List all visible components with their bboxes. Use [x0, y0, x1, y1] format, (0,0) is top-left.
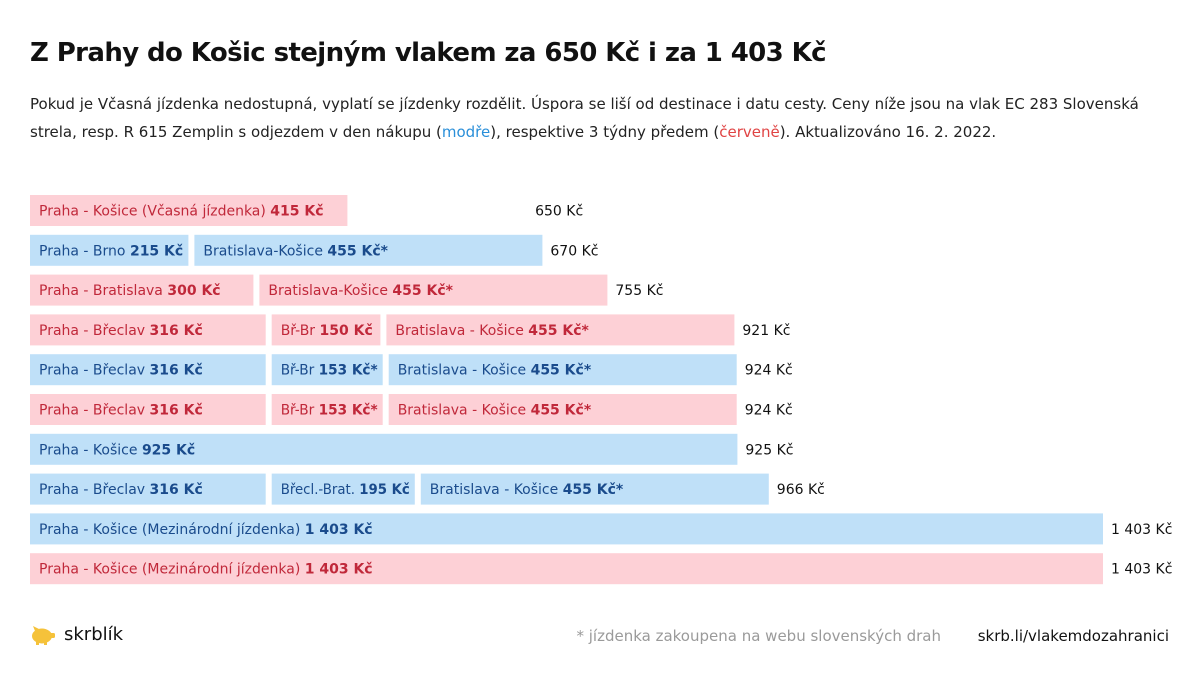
bar-total-label: 670 Kč	[550, 243, 598, 259]
subtitle-text-1: Pokud je Včasná jízdenka nedostupná, vyp…	[30, 95, 1139, 141]
bar-segment	[194, 234, 543, 266]
chart-title: Z Prahy do Košic stejným vlakem za 650 K…	[30, 38, 827, 68]
bar-segment-label: Praha - Břeclav 316 Kč	[39, 363, 203, 379]
bar-segment-label: Praha - Košice (Včasná jízdenka) 415 Kč	[39, 204, 324, 220]
bar-segment	[259, 274, 608, 306]
bar-segment	[271, 354, 383, 386]
bar-segment	[386, 314, 735, 346]
bar-segment	[420, 473, 769, 505]
bar-total-label: 924 Kč	[745, 403, 793, 419]
bar-segment	[30, 473, 266, 505]
bar-total-label: 755 Kč	[615, 283, 663, 299]
bar-segment-label: Praha - Košice (Mezinárodní jízdenka) 1 …	[39, 562, 373, 578]
brand-name: skrblík	[64, 624, 124, 645]
subtitle-text-2: ), respektive 3 týdny předem (	[490, 123, 720, 141]
bar-segment-label: Břecl.-Brat. 195 Kč	[281, 482, 410, 498]
bar-total-label: 921 Kč	[742, 323, 790, 339]
bar-segment-label: Bř-Br 150 Kč	[281, 323, 373, 339]
price-bar-chart: Praha - Košice (Včasná jízdenka) 415 Kč 6…	[30, 195, 1172, 585]
bar-total-label: 966 Kč	[777, 482, 825, 498]
bar-segment-label: Praha - Břeclav 316 Kč	[39, 482, 203, 498]
bar-segment-label: Praha - Košice 925 Kč	[39, 442, 195, 458]
bar-segment-label: Bratislava - Košice 455 Kč*	[398, 363, 592, 379]
piggy-bank-icon	[32, 625, 55, 645]
bar-segment	[271, 314, 381, 346]
bar-segment	[30, 354, 266, 386]
bar-segment-label: Bratislava - Košice 455 Kč*	[395, 323, 589, 339]
subtitle-blue-word: modře	[441, 123, 491, 141]
source-link[interactable]: skrb.li/vlakemdozahranici	[977, 627, 1169, 645]
bar-segment	[271, 473, 415, 505]
bar-segment-label: Praha - Brno 215 Kč	[39, 243, 183, 259]
bar-segment-label: Praha - Břeclav 316 Kč	[39, 323, 203, 339]
bar-total-label: 1 403 Kč	[1111, 522, 1172, 538]
bar-segment-label: Praha - Bratislava 300 Kč	[39, 283, 221, 299]
bar-total-label: 650 Kč	[535, 204, 583, 220]
bar-segment	[30, 314, 266, 346]
bar-segment	[30, 274, 254, 306]
brand-logo[interactable]: skrblík	[30, 624, 123, 645]
footnote: * jízdenka zakoupena na webu slovenských…	[576, 627, 941, 645]
bar-total-label: 924 Kč	[745, 363, 793, 379]
chart-subtitle: Pokud je Včasná jízdenka nedostupná, vyp…	[30, 90, 1170, 146]
bar-segment-label: Praha - Břeclav 316 Kč	[39, 403, 203, 419]
bar-segment	[30, 513, 1103, 545]
bar-segment-label: Bř-Br 153 Kč*	[281, 363, 379, 379]
bar-segment	[30, 394, 266, 425]
bar-segment-label: Bř-Br 153 Kč*	[281, 403, 379, 419]
bar-segment	[30, 553, 1103, 585]
bar-segment-label: Bratislava - Košice 455 Kč*	[430, 482, 624, 498]
bar-segment	[30, 433, 738, 465]
bar-segment	[30, 234, 189, 266]
bar-total-label: 925 Kč	[745, 442, 793, 458]
bar-segment	[388, 354, 737, 386]
bar-segment	[30, 195, 348, 226]
bar-segment-label: Bratislava-Košice 455 Kč*	[268, 283, 453, 299]
bar-segment	[271, 394, 383, 425]
bar-segment	[388, 394, 737, 425]
bar-segment-label: Bratislava - Košice 455 Kč*	[398, 403, 592, 419]
bar-total-label: 1 403 Kč	[1111, 562, 1172, 578]
bar-segment-label: Praha - Košice (Mezinárodní jízdenka) 1 …	[39, 522, 373, 538]
subtitle-text-3: ). Aktualizováno 16. 2. 2022.	[779, 123, 997, 141]
bar-segment-label: Bratislava-Košice 455 Kč*	[203, 243, 388, 259]
subtitle-red-word: červeně	[719, 123, 780, 141]
